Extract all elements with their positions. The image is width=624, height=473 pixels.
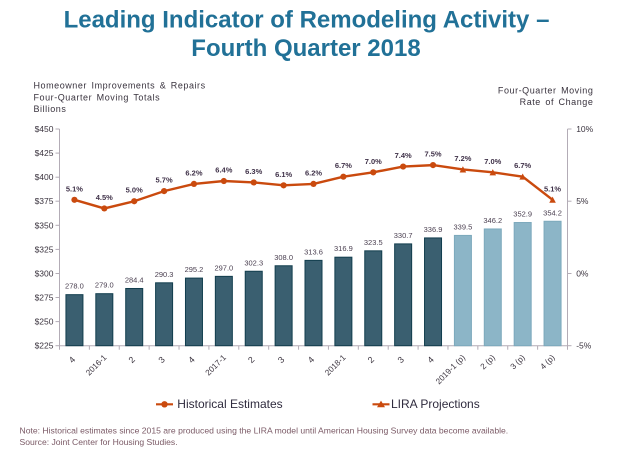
svg-text:6.4%: 6.4% [215, 166, 232, 175]
svg-text:290.3: 290.3 [155, 270, 174, 279]
svg-text:4.5%: 4.5% [96, 193, 113, 202]
svg-text:$350: $350 [35, 220, 54, 230]
svg-text:7.0%: 7.0% [365, 157, 382, 166]
svg-text:$400: $400 [35, 172, 54, 182]
svg-text:Billions: Billions [34, 104, 67, 114]
svg-text:2: 2 [126, 354, 137, 365]
svg-text:$425: $425 [35, 148, 54, 158]
svg-text:5.1%: 5.1% [544, 184, 561, 193]
svg-text:Historical Estimates: Historical Estimates [177, 397, 282, 411]
svg-text:5.1%: 5.1% [66, 184, 83, 193]
svg-text:4: 4 [186, 354, 197, 365]
svg-text:Four-Quarter Moving: Four-Quarter Moving [498, 86, 593, 96]
svg-text:7.4%: 7.4% [395, 151, 412, 160]
svg-text:$375: $375 [35, 196, 54, 206]
svg-text:Fourth Quarter 2018: Fourth Quarter 2018 [191, 35, 420, 62]
svg-text:6.2%: 6.2% [185, 168, 202, 177]
svg-text:3: 3 [156, 354, 167, 365]
svg-text:323.5: 323.5 [364, 238, 383, 247]
svg-text:7.5%: 7.5% [424, 150, 441, 159]
svg-text:339.5: 339.5 [454, 222, 473, 231]
svg-text:313.6: 313.6 [304, 247, 323, 256]
svg-text:336.9: 336.9 [424, 225, 443, 234]
svg-text:$325: $325 [35, 244, 54, 254]
svg-text:3: 3 [395, 354, 406, 365]
svg-text:7.2%: 7.2% [454, 154, 471, 163]
svg-text:Rate of Change: Rate of Change [520, 97, 594, 107]
svg-text:6.2%: 6.2% [305, 168, 322, 177]
svg-text:Leading Indicator of Remodelin: Leading Indicator of Remodeling Activity… [64, 7, 550, 34]
svg-text:$250: $250 [35, 317, 54, 327]
svg-text:316.9: 316.9 [334, 244, 353, 253]
svg-text:297.0: 297.0 [214, 263, 233, 272]
svg-text:346.2: 346.2 [483, 216, 502, 225]
svg-text:5%: 5% [576, 196, 589, 206]
svg-text:2: 2 [246, 354, 257, 365]
svg-text:7.0%: 7.0% [484, 157, 501, 166]
svg-text:279.0: 279.0 [95, 281, 114, 290]
svg-text:$450: $450 [35, 124, 54, 134]
svg-text:6.7%: 6.7% [514, 161, 531, 170]
svg-text:4: 4 [306, 354, 317, 365]
svg-text:-5%: -5% [576, 341, 592, 351]
svg-text:330.7: 330.7 [394, 231, 413, 240]
svg-text:$300: $300 [35, 269, 54, 279]
svg-text:5.7%: 5.7% [156, 176, 173, 185]
svg-text:2: 2 [366, 354, 377, 365]
svg-text:6.7%: 6.7% [335, 161, 352, 170]
svg-text:354.2: 354.2 [543, 208, 562, 217]
svg-text:Note: Historical estimates sin: Note: Historical estimates since 2015 ar… [20, 425, 509, 435]
svg-text:$225: $225 [35, 341, 54, 351]
svg-text:Homeowner Improvements & Repa: Homeowner Improvements & Repairs [34, 81, 206, 91]
svg-text:Source: Joint Center for Housi: Source: Joint Center for Housing Studies… [20, 437, 178, 447]
svg-text:3: 3 [276, 354, 287, 365]
svg-text:278.0: 278.0 [65, 282, 84, 291]
svg-text:352.9: 352.9 [513, 210, 532, 219]
svg-text:4: 4 [67, 354, 78, 365]
svg-text:4: 4 [425, 354, 436, 365]
svg-text:LIRA Projections: LIRA Projections [391, 397, 480, 411]
svg-text:0%: 0% [576, 269, 589, 279]
svg-text:5.0%: 5.0% [126, 186, 143, 195]
svg-text:10%: 10% [576, 124, 593, 134]
svg-text:308.0: 308.0 [274, 253, 293, 262]
svg-text:302.3: 302.3 [244, 258, 263, 267]
svg-text:284.4: 284.4 [125, 275, 144, 284]
svg-text:6.1%: 6.1% [275, 170, 292, 179]
svg-text:295.2: 295.2 [185, 265, 204, 274]
svg-text:Four-Quarter Moving Totals: Four-Quarter Moving Totals [34, 92, 161, 102]
svg-text:6.3%: 6.3% [245, 167, 262, 176]
svg-text:$275: $275 [35, 293, 54, 303]
